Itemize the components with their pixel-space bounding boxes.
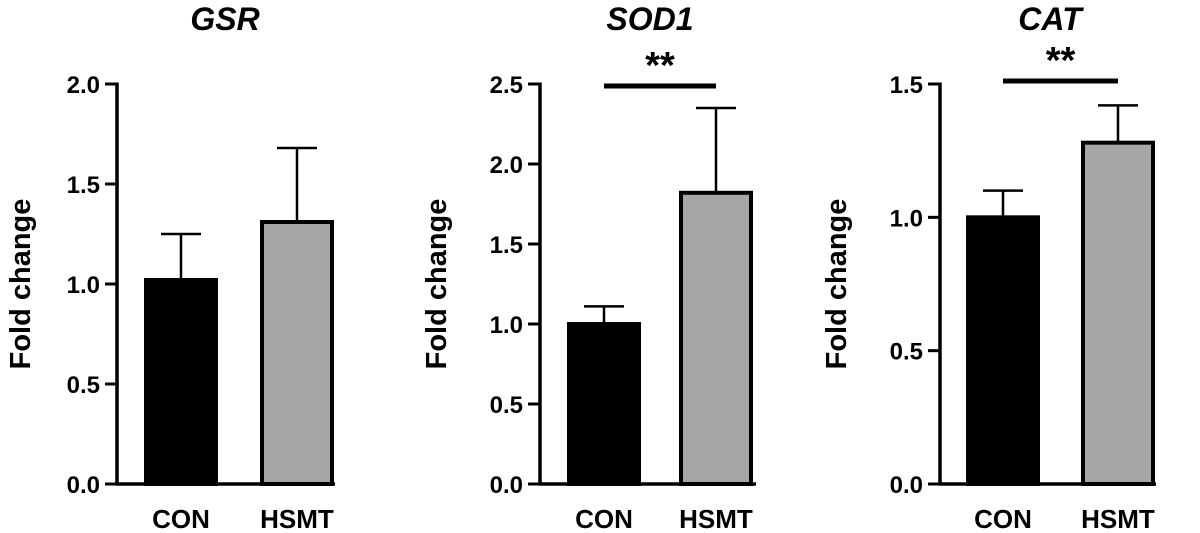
chart-title: GSR <box>190 1 259 37</box>
y-tick-label: 1.0 <box>67 272 100 299</box>
x-tick-label: CON <box>974 504 1032 533</box>
y-tick-label: 1.5 <box>67 172 100 199</box>
y-axis-title: Fold change <box>421 199 453 370</box>
y-tick-label: 2.0 <box>67 72 100 99</box>
bar-hsmt <box>679 190 753 487</box>
bar-con <box>966 215 1040 486</box>
bar-hsmt <box>260 220 334 486</box>
x-tick-label: CON <box>575 504 633 533</box>
x-tick-label: CON <box>152 504 210 533</box>
chart-title: CAT <box>1018 1 1084 37</box>
chart-title: SOD1 <box>606 1 693 37</box>
x-tick-label: HSMT <box>1081 504 1155 533</box>
chart-panel-gsr: GSR Fold change 0.0 0.5 1.0 1.5 2.0 CON HSMT <box>5 1 335 533</box>
y-tick-label: 0.5 <box>490 392 523 419</box>
y-tick-label: 0.0 <box>490 472 523 499</box>
bar-hsmt <box>1081 140 1155 487</box>
significance-label: ** <box>645 45 675 87</box>
y-tick-label: 0.5 <box>890 339 923 366</box>
x-tick-label: HSMT <box>679 504 753 533</box>
x-tick-label: HSMT <box>260 504 334 533</box>
y-tick-label: 0.0 <box>890 472 923 499</box>
y-tick-label: 1.0 <box>490 312 523 339</box>
chart-panel-sod1: SOD1 Fold change 0.0 0.5 1.0 1.5 2.0 2.5 CON HSMT… <box>421 1 756 533</box>
y-tick-label: 2.5 <box>490 72 523 99</box>
significance-label: ** <box>1046 40 1076 82</box>
bar-con <box>144 278 218 486</box>
y-tick-label: 0.5 <box>67 372 100 399</box>
y-axis-title: Fold change <box>5 199 37 370</box>
y-axis-title: Fold change <box>821 199 853 370</box>
chart-panel-cat: CAT Fold change 0.0 0.5 1.0 1.5 CON HSMT ** <box>821 1 1156 533</box>
y-tick-label: 1.0 <box>890 205 923 232</box>
y-tick-label: 1.5 <box>490 232 523 259</box>
y-tick-label: 1.5 <box>890 72 923 99</box>
bar-con <box>567 322 641 486</box>
y-tick-label: 2.0 <box>490 152 523 179</box>
y-tick-label: 0.0 <box>67 472 100 499</box>
